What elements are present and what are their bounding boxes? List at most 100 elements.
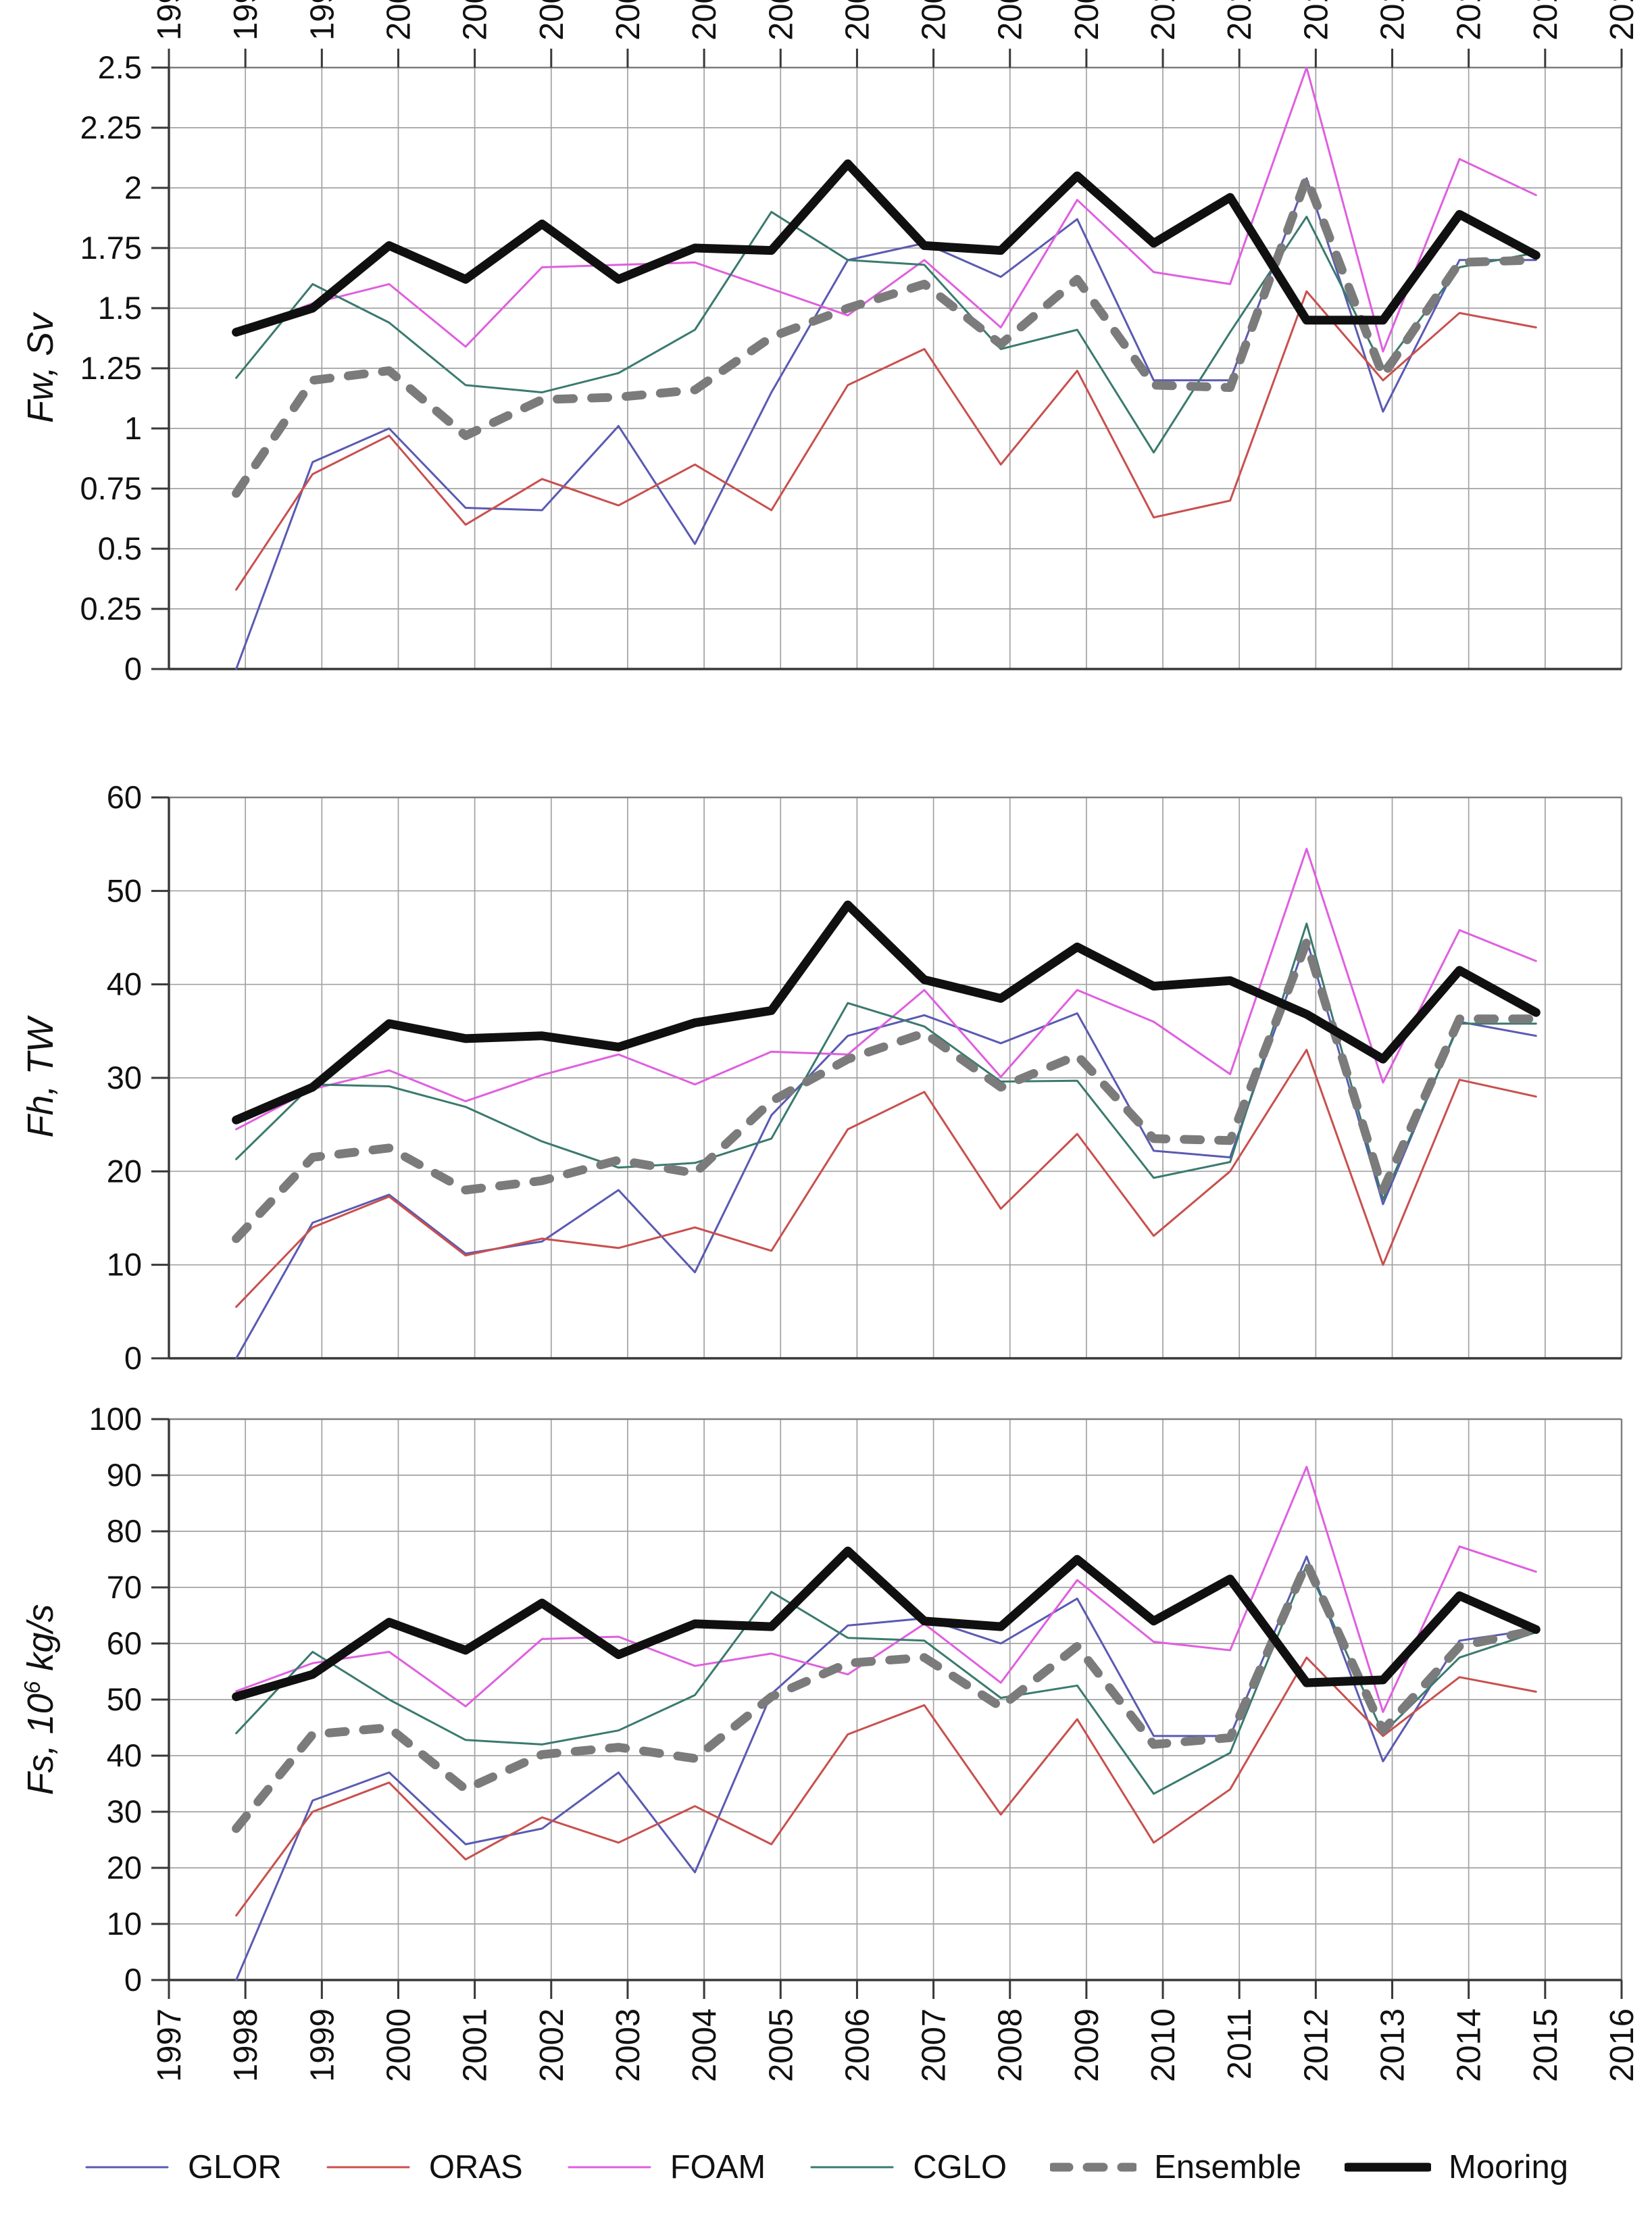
legend-line-glor-icon (85, 2166, 169, 2169)
legend-item-foam: FOAM (566, 2148, 766, 2186)
y-tick-label: 60 (107, 779, 142, 815)
legend-label-mooring: Mooring (1449, 2149, 1569, 2185)
y-tick-label: 50 (107, 1681, 142, 1717)
legend-line-ensemble-icon (1050, 2162, 1137, 2172)
y-tick-label: 10 (107, 1906, 142, 1941)
y-tick-label: 2 (124, 170, 142, 205)
x-tick-label-bottom: 2011 (1222, 2008, 1258, 2079)
y-axis-title-fs: Fs, 106 kg/s (20, 1604, 61, 1796)
y-tick-label: 30 (107, 1060, 142, 1095)
y-tick-label: 1 (124, 410, 142, 446)
series-oras-line (235, 290, 1537, 591)
legend: GLOR ORAS FOAM CGLO Ensemble Mooring (0, 2130, 1652, 2204)
y-tick-label: 2.5 (98, 49, 142, 85)
x-tick-label-top: 1999 (304, 0, 341, 41)
series-oras-line (235, 1049, 1537, 1308)
y-axis-title-fw: Fw, Sv (20, 313, 61, 424)
series-foam-line (235, 847, 1537, 1131)
x-tick-label-top: 2010 (1145, 0, 1182, 41)
series-foam-line (235, 66, 1537, 353)
y-tick-label: 100 (89, 1401, 142, 1437)
x-tick-label-top: 2009 (1069, 0, 1105, 41)
y-tick-label: 0 (124, 1962, 142, 1998)
x-tick-label-top: 2004 (686, 0, 723, 41)
x-tick-label-top: 2002 (534, 0, 570, 41)
x-tick-label-top: 2003 (610, 0, 647, 41)
x-tick-label-top: 2001 (457, 0, 494, 41)
series-mooring-line (232, 1546, 1541, 1702)
y-tick-label: 0.25 (80, 591, 142, 626)
x-tick-label-bottom: 2000 (380, 2008, 417, 2082)
y-tick-label: 2.25 (80, 109, 142, 145)
x-tick-label-bottom: 1997 (151, 2008, 188, 2082)
x-tick-label-top: 2008 (993, 0, 1029, 41)
y-tick-label: 0.75 (80, 470, 142, 506)
series-ensemble-line (232, 1558, 1541, 1833)
x-tick-label-top: 2007 (916, 0, 953, 41)
x-tick-label-top: 2000 (380, 0, 417, 41)
x-tick-label-bottom: 2004 (686, 2008, 723, 2082)
series-mooring-line (232, 900, 1541, 1124)
y-tick-label: 50 (107, 872, 142, 908)
x-tick-label-bottom: 2005 (763, 2008, 799, 2082)
y-tick-label: 1.25 (80, 350, 142, 386)
series-ensemble-line (232, 174, 1541, 498)
y-tick-label: 1.5 (98, 290, 142, 326)
legend-label-glor: GLOR (187, 2149, 282, 2185)
y-tick-label: 20 (107, 1153, 142, 1189)
series-glor-line (235, 1555, 1537, 1981)
legend-line-oras-icon (326, 2166, 410, 2169)
legend-label-ensemble: Ensemble (1154, 2149, 1302, 2185)
x-tick-label-top: 1997 (151, 0, 188, 41)
x-tick-label-bottom: 2013 (1375, 2008, 1411, 2082)
x-tick-label-bottom: 1999 (304, 2008, 341, 2082)
legend-line-mooring-icon (1345, 2162, 1432, 2172)
y-tick-label: 0 (124, 1340, 142, 1376)
legend-item-glor: GLOR (84, 2148, 282, 2186)
legend-label-cglo: CGLO (913, 2149, 1007, 2185)
panel-heat-flux: 60 50 40 30 20 10 0 (107, 779, 1623, 1376)
x-tick-label-bottom: 2016 (1604, 2008, 1641, 2082)
y-tick-label: 60 (107, 1625, 142, 1661)
series-foam-line (235, 1466, 1537, 1713)
series-mooring-line (232, 159, 1541, 337)
x-tick-label-bottom: 2001 (457, 2008, 494, 2082)
legend-item-mooring: Mooring (1345, 2148, 1568, 2186)
series-cglo-line (235, 1564, 1537, 1795)
x-tick-label-bottom: 2003 (610, 2008, 647, 2082)
x-tick-label-bottom: 2007 (916, 2008, 953, 2082)
y-tick-label: 90 (107, 1457, 142, 1493)
series-oras-line (235, 1656, 1537, 1917)
x-tick-label-top: 2016 (1604, 0, 1641, 41)
x-tick-label-top: 2005 (763, 0, 799, 41)
legend-item-oras: ORAS (325, 2148, 523, 2186)
y-tick-label: 10 (107, 1247, 142, 1283)
x-tick-label-top: 2006 (839, 0, 876, 41)
legend-line-cglo-icon (810, 2166, 894, 2169)
x-tick-label-bottom: 1998 (228, 2008, 264, 2082)
y-tick-label: 1.75 (80, 230, 142, 266)
y-tick-label: 0 (124, 651, 142, 687)
legend-label-oras: ORAS (428, 2149, 523, 2185)
y-tick-label: 40 (107, 1737, 142, 1773)
x-tick-label-bottom: 2002 (534, 2008, 570, 2082)
x-tick-label-top: 2011 (1222, 0, 1258, 41)
legend-line-foam-icon (568, 2166, 651, 2169)
x-tick-label-bottom: 2014 (1451, 2008, 1488, 2082)
series-cglo-line (235, 211, 1537, 454)
x-tick-label-bottom: 2012 (1298, 2008, 1334, 2082)
series-ensemble-line (232, 937, 1541, 1243)
y-tick-label: 80 (107, 1513, 142, 1549)
legend-label-foam: FOAM (670, 2149, 766, 2185)
y-tick-label: 30 (107, 1794, 142, 1829)
x-tick-label-top: 2014 (1451, 0, 1488, 41)
x-tick-label-top: 2015 (1528, 0, 1564, 41)
y-axis-title-fh: Fh, TW (20, 1018, 61, 1138)
x-tick-label-top: 2012 (1298, 0, 1334, 41)
y-tick-label: 40 (107, 966, 142, 1002)
legend-item-cglo: CGLO (809, 2148, 1007, 2186)
x-tick-label-bottom: 2009 (1069, 2008, 1105, 2082)
